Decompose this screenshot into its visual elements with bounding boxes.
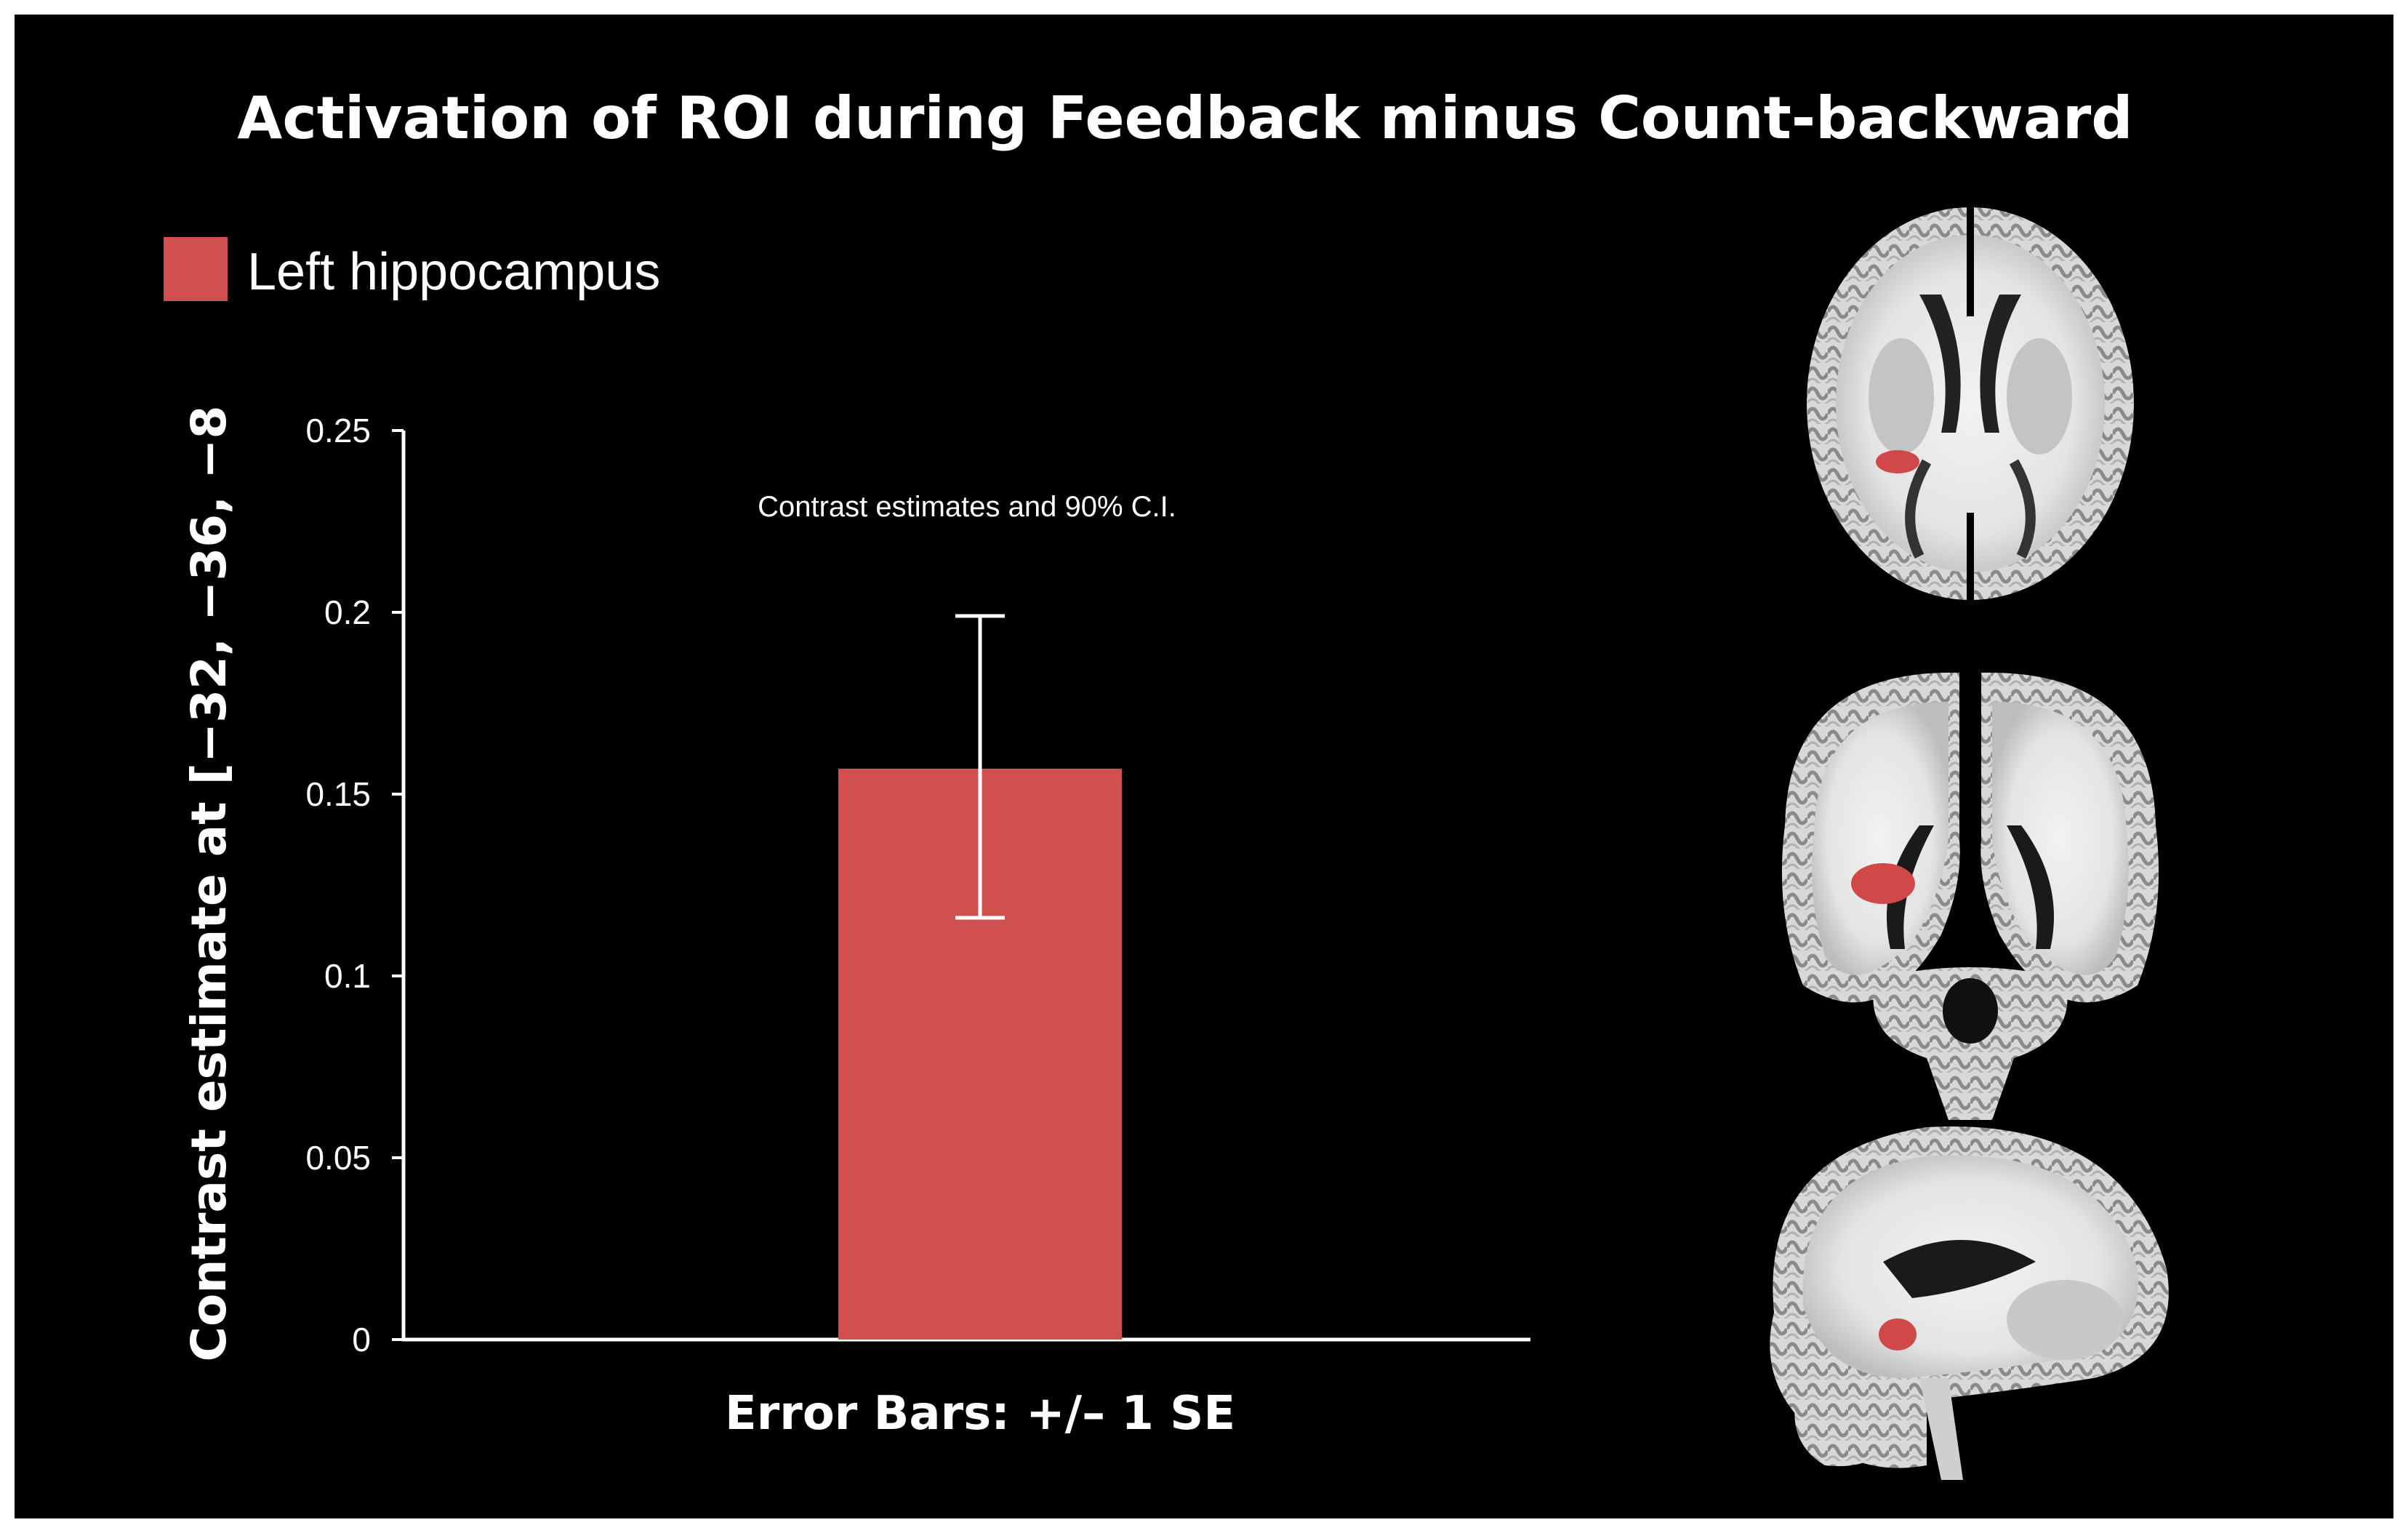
chart: Activation of ROI during Feedback minus … (164, 84, 2169, 1480)
roi-marker-axial (1876, 450, 1919, 473)
legend-swatch (164, 237, 228, 301)
roi-marker-sagittal (1879, 1318, 1917, 1350)
y-tick-label: 0.15 (305, 775, 371, 813)
chart-title: Activation of ROI during Feedback minus … (237, 84, 2132, 152)
legend-label: Left hippocampus (247, 243, 660, 301)
y-tick-label: 0 (352, 1321, 371, 1358)
coronal-icon (1781, 672, 2159, 1120)
sagittal-icon (1770, 1126, 2169, 1480)
annotation-text: Contrast estimates and 90% C.I. (758, 491, 1176, 523)
x-axis-title: Error Bars: +/– 1 SE (725, 1387, 1235, 1441)
y-ticks: 0 0.05 0.1 0.15 0.2 0.25 (305, 412, 404, 1358)
legend: Left hippocampus (164, 237, 660, 301)
y-tick-label: 0.1 (324, 957, 371, 995)
y-axis-title: Contrast estimate at [−32, −36, −8 (181, 406, 237, 1362)
bars (838, 614, 1122, 1340)
y-tick-label: 0.05 (305, 1139, 371, 1177)
axial-icon (1807, 207, 2134, 600)
figure-frame: Activation of ROI during Feedback minus … (15, 15, 2393, 1518)
y-tick-label: 0.25 (305, 412, 371, 449)
roi-marker-coronal (1851, 863, 1915, 904)
y-tick-label: 0.2 (324, 593, 371, 631)
